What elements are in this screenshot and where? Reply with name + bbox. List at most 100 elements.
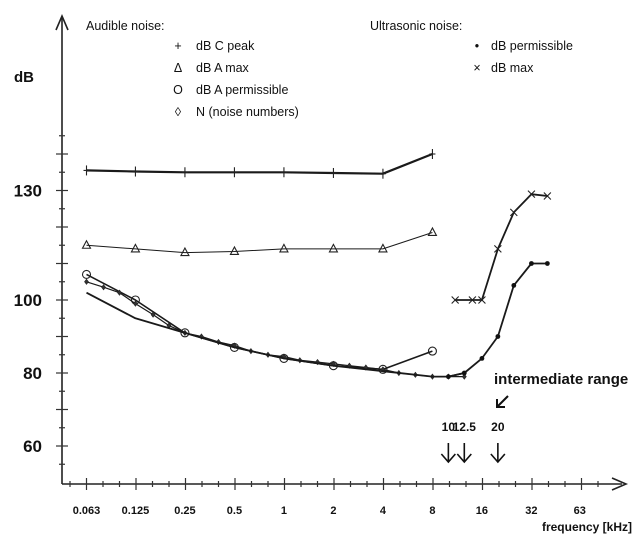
dot-marker xyxy=(511,283,517,288)
plus-marker xyxy=(132,166,139,177)
diamond-marker xyxy=(117,289,122,296)
cross-marker xyxy=(509,208,518,217)
x-tick-label: 0.063 xyxy=(73,505,101,517)
series-plus-0 xyxy=(83,149,436,179)
triangle-marker xyxy=(328,243,339,253)
legend-label: N (noise numbers) xyxy=(196,105,299,119)
triangle-marker xyxy=(279,243,289,253)
cross-marker xyxy=(493,245,502,253)
range-label: intermediate range xyxy=(494,371,628,388)
legend-symbol-plus: + xyxy=(174,39,181,53)
series-line xyxy=(455,193,548,301)
x-minor-ticks xyxy=(69,478,599,490)
x-axis-arrow xyxy=(611,477,629,491)
legend-label: dB A max xyxy=(196,61,250,75)
triangle-marker xyxy=(180,246,190,257)
circle-marker xyxy=(81,269,92,280)
dot-marker xyxy=(461,370,467,376)
dot-marker xyxy=(529,261,534,266)
x-axis-label: frequency [kHz] xyxy=(542,520,632,534)
arrow-label: 20 xyxy=(491,420,505,434)
legend-label: dB permissible xyxy=(491,39,573,53)
cross-marker xyxy=(543,192,552,200)
x-tick-label: 32 xyxy=(525,505,537,517)
y-tick-labels: 60 80 100 130 xyxy=(14,182,42,457)
diamond-marker xyxy=(461,373,467,380)
plus-marker xyxy=(181,167,188,178)
legend-symbol-circle: O xyxy=(173,83,183,97)
series-none-4 xyxy=(86,291,465,378)
plus-marker xyxy=(231,167,238,178)
series-line xyxy=(448,262,548,378)
down-arrow-icon xyxy=(490,443,506,464)
diamond-marker xyxy=(133,300,138,307)
legend-audible-items: + dB C peak Δ dB A max O dB A permissible ◊ N (… xyxy=(173,39,299,119)
series-triangle-1 xyxy=(81,226,438,257)
dot-marker xyxy=(445,374,451,380)
series-line xyxy=(86,152,433,175)
arrow-label: 10 xyxy=(442,420,456,434)
triangle-marker xyxy=(130,243,141,253)
down-arrow-icon xyxy=(440,443,456,464)
plus-marker xyxy=(280,167,287,178)
circle-marker xyxy=(180,328,190,338)
diamond-marker xyxy=(101,284,106,291)
plus-marker xyxy=(330,167,337,178)
plus-marker xyxy=(429,149,436,159)
diamond-marker xyxy=(150,311,156,318)
series-line xyxy=(86,232,433,254)
y-minor-ticks xyxy=(56,135,68,465)
triangle-marker xyxy=(378,243,388,253)
legend-audible-title: Audible noise: xyxy=(86,19,165,33)
diamond-marker xyxy=(84,278,89,285)
dot-marker xyxy=(495,334,501,339)
y-axis-label: dB xyxy=(14,69,34,86)
legend: Audible noise: Ultrasonic noise: + dB C p… xyxy=(86,19,573,119)
x-tick-label: 4 xyxy=(380,505,387,517)
x-tick-label: 2 xyxy=(330,505,336,517)
triangle-marker xyxy=(427,226,438,237)
y-axis-arrow xyxy=(55,13,69,31)
legend-label: dB max xyxy=(491,61,534,75)
down-arrow-icon xyxy=(456,443,472,464)
series-line xyxy=(86,273,433,371)
x-tick-label: 0.125 xyxy=(122,505,150,517)
legend-ultrasonic-items: • dB permissible × dB max xyxy=(473,39,573,75)
arrow-label: 12.5 xyxy=(453,420,477,434)
y-tick-label: 130 xyxy=(14,182,42,201)
x-tick-label: 16 xyxy=(476,505,488,517)
plus-marker xyxy=(379,168,386,179)
legend-symbol-cross: × xyxy=(473,61,480,75)
series-dot-5 xyxy=(445,261,550,380)
cross-marker xyxy=(527,190,536,199)
plot-area xyxy=(81,149,552,380)
legend-label: dB A permissible xyxy=(196,83,288,97)
dot-marker xyxy=(544,261,550,266)
cross-marker xyxy=(468,296,477,304)
range-arrow xyxy=(496,395,509,408)
legend-label: dB C peak xyxy=(196,39,255,53)
plus-marker xyxy=(83,165,90,176)
x-tick-label: 8 xyxy=(429,505,435,517)
legend-symbol-triangle: Δ xyxy=(174,61,182,75)
cross-marker xyxy=(478,296,486,304)
series-circle-2 xyxy=(81,269,437,374)
legend-ultrasonic-title: Ultrasonic noise: xyxy=(370,19,462,33)
series-line xyxy=(86,281,465,378)
y-tick-label: 80 xyxy=(23,364,42,383)
axes xyxy=(55,13,629,491)
x-tick-labels: 0.063 0.125 0.25 0.5 1 2 4 8 16 32 63 xyxy=(73,505,586,517)
cross-marker xyxy=(451,296,460,304)
y-tick-label: 100 xyxy=(14,291,42,310)
triangle-marker xyxy=(229,245,240,256)
x-tick-label: 0.25 xyxy=(174,505,195,517)
y-tick-label: 60 xyxy=(23,437,42,456)
x-tick-label: 63 xyxy=(574,505,586,517)
series-line xyxy=(86,291,465,378)
series-diamond-3 xyxy=(84,278,467,380)
dot-marker xyxy=(479,356,485,361)
circle-marker xyxy=(427,346,437,356)
